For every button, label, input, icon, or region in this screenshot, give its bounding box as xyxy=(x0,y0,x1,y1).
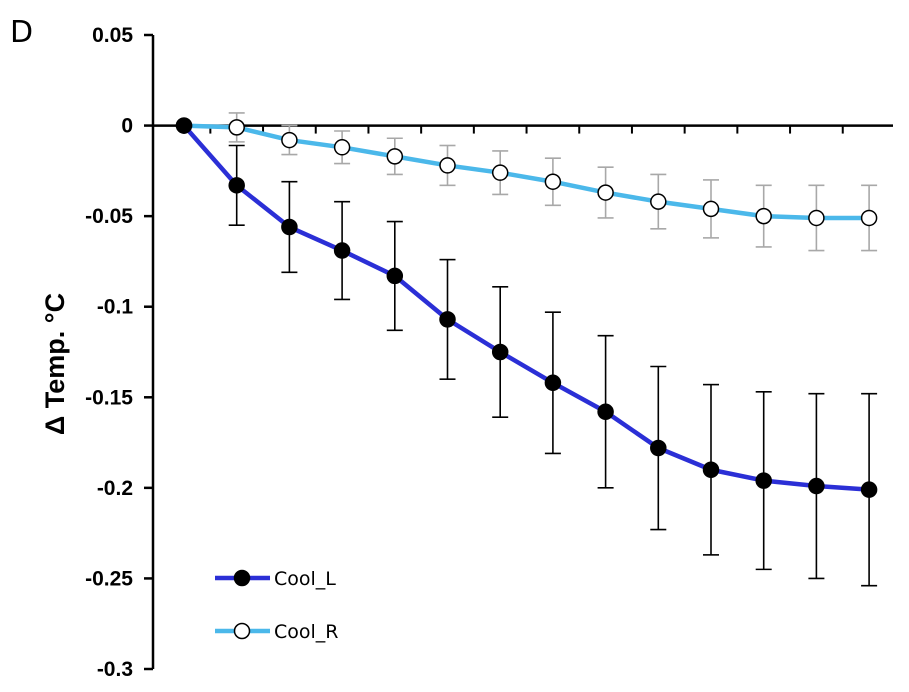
legend-marker xyxy=(233,622,251,640)
y-tick-label: -0.05 xyxy=(85,205,133,228)
data-point xyxy=(439,157,456,174)
y-tick-label: -0.3 xyxy=(97,658,133,681)
y-tick-label: 0.05 xyxy=(92,24,133,47)
legend-label: Cool_R xyxy=(274,621,339,643)
data-point xyxy=(755,207,772,225)
legend-label: Cool_L xyxy=(274,568,336,590)
data-point xyxy=(386,148,404,165)
data-point xyxy=(702,200,720,218)
y-tick-label: -0.2 xyxy=(97,477,133,500)
series-line xyxy=(182,124,870,492)
series-Cool_R xyxy=(175,112,878,252)
y-tick-label: -0.25 xyxy=(85,567,133,590)
data-point xyxy=(439,311,456,328)
x-axis xyxy=(153,124,893,134)
data-point xyxy=(544,173,562,190)
data-point xyxy=(755,472,772,489)
y-axis-title: Δ Temp. °C xyxy=(40,293,70,435)
legend-marker xyxy=(233,569,251,587)
data-point xyxy=(491,164,509,181)
data-point xyxy=(544,374,562,392)
data-point xyxy=(333,139,351,156)
legend: Cool_L Cool_R xyxy=(215,568,339,643)
data-point xyxy=(228,177,245,194)
data-point xyxy=(860,209,878,227)
data-point xyxy=(650,439,667,457)
data-point xyxy=(702,461,720,478)
panel-label: D xyxy=(10,15,33,50)
data-point xyxy=(597,184,614,201)
data-point xyxy=(386,267,404,285)
data-point xyxy=(228,119,245,136)
y-tick-label: -0.1 xyxy=(97,296,134,319)
data-point xyxy=(281,218,298,236)
data-point xyxy=(333,242,351,259)
data-point xyxy=(281,131,298,149)
series-layer xyxy=(175,112,878,587)
data-point xyxy=(860,481,878,498)
series-line xyxy=(183,123,870,221)
data-point xyxy=(808,209,825,227)
data-point xyxy=(808,477,825,495)
y-axis: 0.05 0 -0.05 -0.1 -0.15 -0.2 -0.25 -0.3 xyxy=(85,24,155,681)
data-point xyxy=(175,117,193,134)
data-point xyxy=(597,403,614,421)
series-Cool_L xyxy=(175,117,878,587)
y-tick-label: -0.15 xyxy=(85,386,133,409)
data-point xyxy=(650,193,667,210)
data-point xyxy=(491,343,509,361)
y-tick-label: 0 xyxy=(121,115,133,138)
